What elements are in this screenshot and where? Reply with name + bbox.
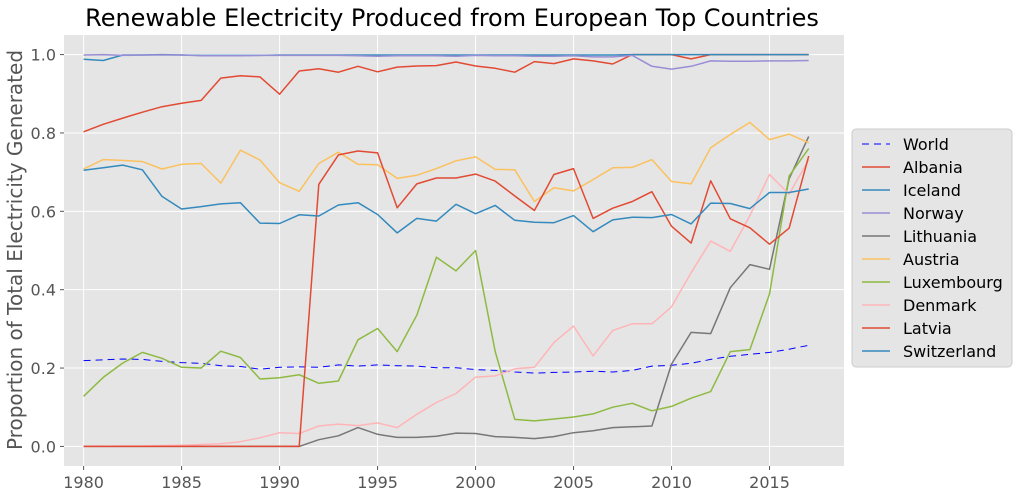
- legend-label: Albania: [903, 158, 963, 177]
- legend-entry-iceland: Iceland: [862, 181, 961, 200]
- legend-entry-norway: Norway: [862, 204, 964, 223]
- series-line-latvia: [83, 150, 810, 448]
- legend-label: Austria: [903, 250, 960, 269]
- legend-label: Latvia: [903, 319, 952, 338]
- series-line-albania: [83, 53, 809, 133]
- series-line-world: [83, 344, 809, 374]
- legend-box: [851, 128, 1013, 368]
- legend-label: Switzerland: [903, 342, 996, 361]
- chart-title: Renewable Electricity Produced from Euro…: [85, 4, 819, 32]
- legend-label: Denmark: [903, 296, 977, 315]
- y-tick-label: 0.0: [31, 437, 56, 456]
- legend-entry-switzerland: Switzerland: [862, 342, 996, 361]
- legend-entry-lithuania: Lithuania: [862, 227, 977, 246]
- y-axis-ticks: 0.0 0.2 0.4 0.6 0.8 1.0: [31, 46, 64, 456]
- legend-label: Lithuania: [903, 227, 977, 246]
- x-tick-label: 2000: [455, 473, 496, 492]
- legend-label: World: [903, 135, 949, 154]
- x-tick-label: 1995: [357, 473, 398, 492]
- legend-entry-austria: Austria: [862, 250, 960, 269]
- y-tick-label: 0.6: [31, 202, 56, 221]
- legend-label: Norway: [903, 204, 964, 223]
- legend-entry-world: World: [862, 135, 949, 154]
- y-tick-label: 1.0: [31, 46, 56, 65]
- plot-background: [64, 35, 844, 466]
- series-group: [83, 53, 810, 448]
- x-tick-label: 2005: [553, 473, 594, 492]
- series-line-switzerland: [83, 164, 809, 234]
- x-tick-label: 2015: [749, 473, 790, 492]
- legend-entry-denmark: Denmark: [862, 296, 977, 315]
- x-tick-label: 1990: [259, 473, 300, 492]
- x-tick-label: 1985: [161, 473, 202, 492]
- series-line-luxembourg: [83, 148, 810, 422]
- series-line-norway: [83, 53, 809, 70]
- x-axis-ticks: 1980 1985 1990 1995 2000 2005 2010 2015: [63, 466, 790, 492]
- y-tick-label: 0.8: [31, 124, 56, 143]
- y-tick-label: 0.2: [31, 359, 56, 378]
- legend-entry-albania: Albania: [862, 158, 963, 177]
- legend-label: Luxembourg: [903, 273, 1003, 292]
- legend-entry-latvia: Latvia: [862, 319, 952, 338]
- series-line-denmark: [83, 159, 810, 448]
- legend-entry-luxembourg: Luxembourg: [862, 273, 1003, 292]
- series-line-austria: [83, 121, 810, 203]
- legend: World Albania Iceland Norway Lithuania Austri…: [851, 128, 1013, 368]
- x-tick-label: 1980: [63, 473, 104, 492]
- y-tick-label: 0.4: [31, 281, 56, 300]
- x-tick-label: 2010: [651, 473, 692, 492]
- y-axis-label: Proportion of Total Electricity Generate…: [3, 50, 27, 450]
- legend-label: Iceland: [903, 181, 961, 200]
